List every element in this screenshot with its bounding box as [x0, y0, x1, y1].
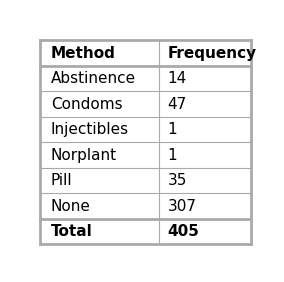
Text: None: None [51, 199, 91, 214]
Text: 14: 14 [168, 71, 187, 86]
Text: Method: Method [51, 46, 116, 61]
Text: Pill: Pill [51, 173, 72, 188]
Text: 405: 405 [168, 224, 199, 239]
Text: Frequency: Frequency [168, 46, 257, 61]
Text: 47: 47 [168, 97, 187, 112]
Text: Abstinence: Abstinence [51, 71, 136, 86]
Text: 35: 35 [168, 173, 187, 188]
Text: 307: 307 [168, 199, 197, 214]
Text: Total: Total [51, 224, 93, 239]
Text: Injectibles: Injectibles [51, 122, 129, 137]
Text: Condoms: Condoms [51, 97, 122, 112]
Text: Norplant: Norplant [51, 148, 117, 163]
Text: 1: 1 [168, 122, 177, 137]
Text: 1: 1 [168, 148, 177, 163]
